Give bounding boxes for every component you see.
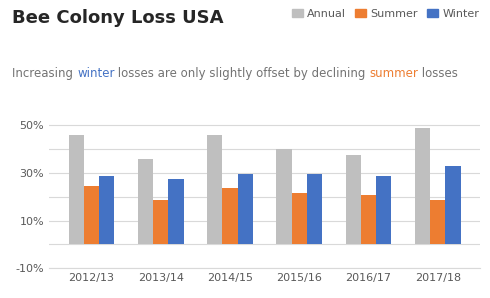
Bar (376, 176, 392, 244)
Bar (238, 174, 253, 244)
Bar (361, 195, 376, 244)
Bar (276, 149, 292, 244)
Bar (99, 176, 114, 244)
Bar (292, 193, 307, 244)
Bar (430, 200, 445, 244)
Bar (69, 135, 84, 244)
Bar (153, 200, 169, 244)
Bar (84, 186, 99, 244)
Text: Bee Colony Loss USA: Bee Colony Loss USA (12, 9, 224, 27)
Bar (222, 188, 238, 244)
Text: losses: losses (418, 67, 458, 80)
Text: losses are only slightly offset by declining: losses are only slightly offset by decli… (115, 67, 369, 80)
Legend: Annual, Summer, Winter: Annual, Summer, Winter (292, 9, 480, 19)
Text: Increasing: Increasing (12, 67, 77, 80)
Bar (415, 128, 430, 244)
Bar (169, 179, 184, 244)
Bar (445, 166, 461, 244)
Text: summer: summer (369, 67, 418, 80)
Text: winter: winter (77, 67, 115, 80)
Bar (345, 155, 361, 244)
Bar (138, 159, 153, 244)
Bar (307, 174, 322, 244)
Bar (207, 135, 222, 244)
